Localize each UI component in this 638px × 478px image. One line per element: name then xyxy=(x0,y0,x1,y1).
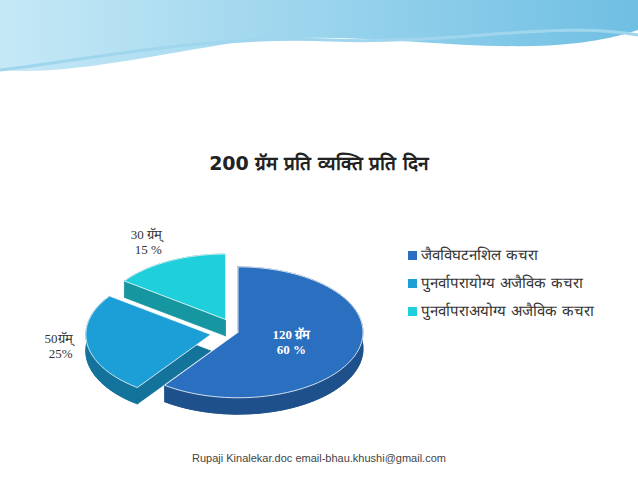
svg-text:50ग्रॅम्25%: 50ग्रॅम्25% xyxy=(45,331,75,361)
svg-text:30 ग्रॅम्15 %: 30 ग्रॅम्15 % xyxy=(131,227,164,257)
html-text:पुनर्वापराअयोग्य अजैविक कचरा: पुनर्वापराअयोग्य अजैविक कचरा xyxy=(421,302,594,320)
svg-text:120 ग्रॅम60 %: 120 ग्रॅम60 % xyxy=(273,327,312,357)
html-text:जैवविघटनशिल कचरा: जैवविघटनशिल कचरा xyxy=(421,246,538,264)
html-text:पुनर्वापरायोग्य अजैविक कचरा: पुनर्वापरायोग्य अजैविक कचरा xyxy=(421,274,583,292)
html-text:Rupaji Kinalekar.doc email-bha: Rupaji Kinalekar.doc email-bhau.khushi@g… xyxy=(192,452,446,464)
html-text:200 ग्रॅम प्रति व्यक्ति प्रति: 200 ग्रॅम प्रति व्यक्ति प्रति दिन xyxy=(209,152,429,174)
